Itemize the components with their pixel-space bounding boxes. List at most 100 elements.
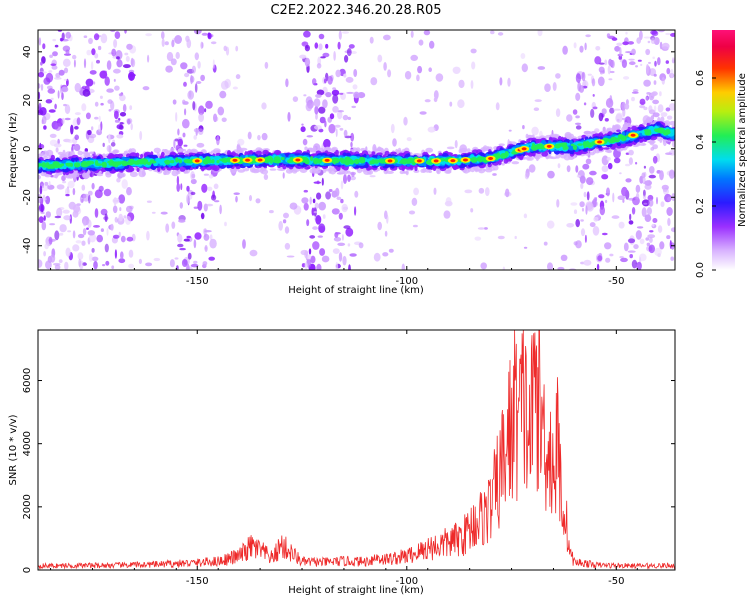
spectrogram-noise-cell [652, 56, 655, 60]
spectrogram-ridge-cell [347, 170, 351, 174]
spectrogram-noise-cell [627, 250, 636, 253]
spectrogram-noise-cell [645, 48, 651, 56]
spectrogram-ridge-cell [606, 127, 614, 132]
spectrogram-noise-cell [318, 223, 326, 233]
spectrogram-noise-cell [411, 197, 418, 206]
spectrogram-ridge-cell [669, 121, 675, 126]
spectrogram-noise-cell [119, 207, 122, 212]
spectrogram-noise-cell [412, 224, 418, 228]
spectrogram-noise-cell [578, 85, 585, 93]
spectrogram-noise-cell [93, 260, 98, 270]
spectrogram-noise-cell [423, 30, 431, 36]
spectrogram-noise-cell [100, 33, 108, 44]
spectrogram-noise-cell [625, 51, 632, 54]
spectrogram-noise-cell [514, 235, 517, 240]
spectrogram-noise-cell [342, 255, 347, 266]
spectrogram-noise-cell [62, 58, 71, 67]
spectrogram-ridge-cell [648, 139, 656, 144]
spectrogram-noise-cell [318, 106, 326, 114]
spectrogram-noise-cell [128, 71, 135, 81]
spectrogram-noise-cell [573, 209, 578, 214]
spectrogram-noise-cell [537, 66, 546, 70]
spectrogram-noise-cell [631, 91, 639, 94]
spectrogram-noise-cell [161, 38, 165, 47]
spectrogram-noise-cell [87, 219, 92, 228]
spectrogram-ridge-cell [255, 150, 262, 156]
spectrogram-noise-cell [566, 114, 573, 122]
spectrogram-noise-cell [386, 214, 389, 224]
spectrogram-noise-cell [58, 259, 63, 263]
spectrogram-noise-cell [609, 253, 614, 257]
spectrogram-noise-cell [91, 248, 95, 253]
spectrogram-noise-cell [99, 70, 108, 79]
spectrogram-noise-cell [433, 90, 439, 100]
spectrogram-noise-cell [303, 202, 309, 211]
spectrogram-noise-cell [67, 230, 72, 233]
spectrogram-noise-cell [316, 192, 322, 200]
spectrogram-noise-cell [187, 252, 192, 260]
spectrogram-ridge-cell [664, 120, 670, 125]
spectrogram-noise-cell [333, 51, 336, 61]
spectrogram-noise-cell [126, 236, 134, 242]
spectrogram-noise-cell [179, 202, 183, 209]
spectrogram-noise-cell [631, 207, 636, 215]
spectrogram-noise-cell [314, 125, 322, 130]
spectrogram-heatmap [38, 30, 675, 270]
spectrogram-noise-cell [520, 53, 526, 59]
spectrogram-noise-cell [165, 223, 170, 233]
spectrogram-noise-cell [323, 78, 327, 84]
spectrogram-noise-cell [255, 198, 261, 204]
spectrogram-noise-cell [160, 211, 168, 215]
spectrogram-ridge-cell [41, 150, 50, 157]
spectrogram-noise-cell [203, 233, 210, 241]
spectrogram-ridge-cell [541, 151, 549, 157]
spectrogram-noise-cell [318, 43, 323, 51]
spectrogram-noise-cell [97, 45, 102, 51]
spectrogram-ridge-cell [386, 164, 394, 168]
spectrogram-noise-cell [118, 231, 121, 237]
spectrogram-noise-cell [575, 240, 582, 249]
spectrogram-noise-cell [49, 54, 53, 58]
spectrogram-noise-cell [172, 99, 177, 105]
spectrogram-ridge-cell [55, 171, 60, 177]
spectrogram-noise-cell [666, 67, 671, 75]
spectrogram-noise-cell [111, 265, 115, 270]
spectrogram-noise-cell [649, 230, 654, 233]
spectrogram-noise-cell [128, 263, 135, 269]
spectrogram-noise-cell [321, 177, 324, 186]
spectrogram-noise-cell [643, 165, 647, 169]
spectrogram-noise-cell [82, 228, 87, 236]
spectrogram-ridge-cell [425, 147, 434, 153]
spectrogram-noise-cell [79, 154, 85, 159]
spectrogram-noise-cell [211, 194, 217, 201]
spectrogram-noise-cell [119, 62, 123, 67]
spectrogram-ridge-cell [638, 138, 647, 142]
spectrogram-noise-cell [611, 215, 620, 219]
spectrogram-noise-cell [433, 187, 437, 195]
spectrogram-noise-cell [474, 236, 482, 241]
spectrogram-noise-cell [354, 206, 357, 216]
spectrogram-noise-cell [333, 237, 342, 242]
spectrogram-noise-cell [249, 249, 258, 257]
spectrogram-noise-cell [49, 223, 56, 226]
spectrogram-noise-cell [580, 228, 586, 237]
spectrogram-ridge-cell [598, 132, 604, 137]
spectrogram-noise-cell [182, 132, 186, 138]
spectrogram-noise-cell [579, 201, 585, 208]
spectrogram-noise-cell [46, 184, 55, 190]
spectrogram-noise-cell [51, 59, 57, 68]
spectrogram-noise-cell [340, 180, 344, 190]
spectrogram-noise-cell [304, 57, 311, 67]
spectrogram-noise-cell [334, 124, 341, 128]
spectrogram-ridge-cell [338, 168, 346, 175]
spectrogram-noise-cell [126, 205, 133, 213]
spectrogram-noise-cell [316, 63, 322, 69]
spectrogram-noise-cell [523, 213, 528, 219]
spectrogram-noise-cell [547, 262, 553, 270]
spectrogram-ridge-cell [373, 149, 380, 152]
spectrogram-noise-cell [631, 48, 636, 56]
spectrogram-noise-cell [619, 256, 624, 259]
spectrogram-ridge-cell [176, 154, 185, 158]
spectrogram-noise-cell [40, 211, 45, 215]
spectrogram-noise-cell [556, 199, 560, 208]
